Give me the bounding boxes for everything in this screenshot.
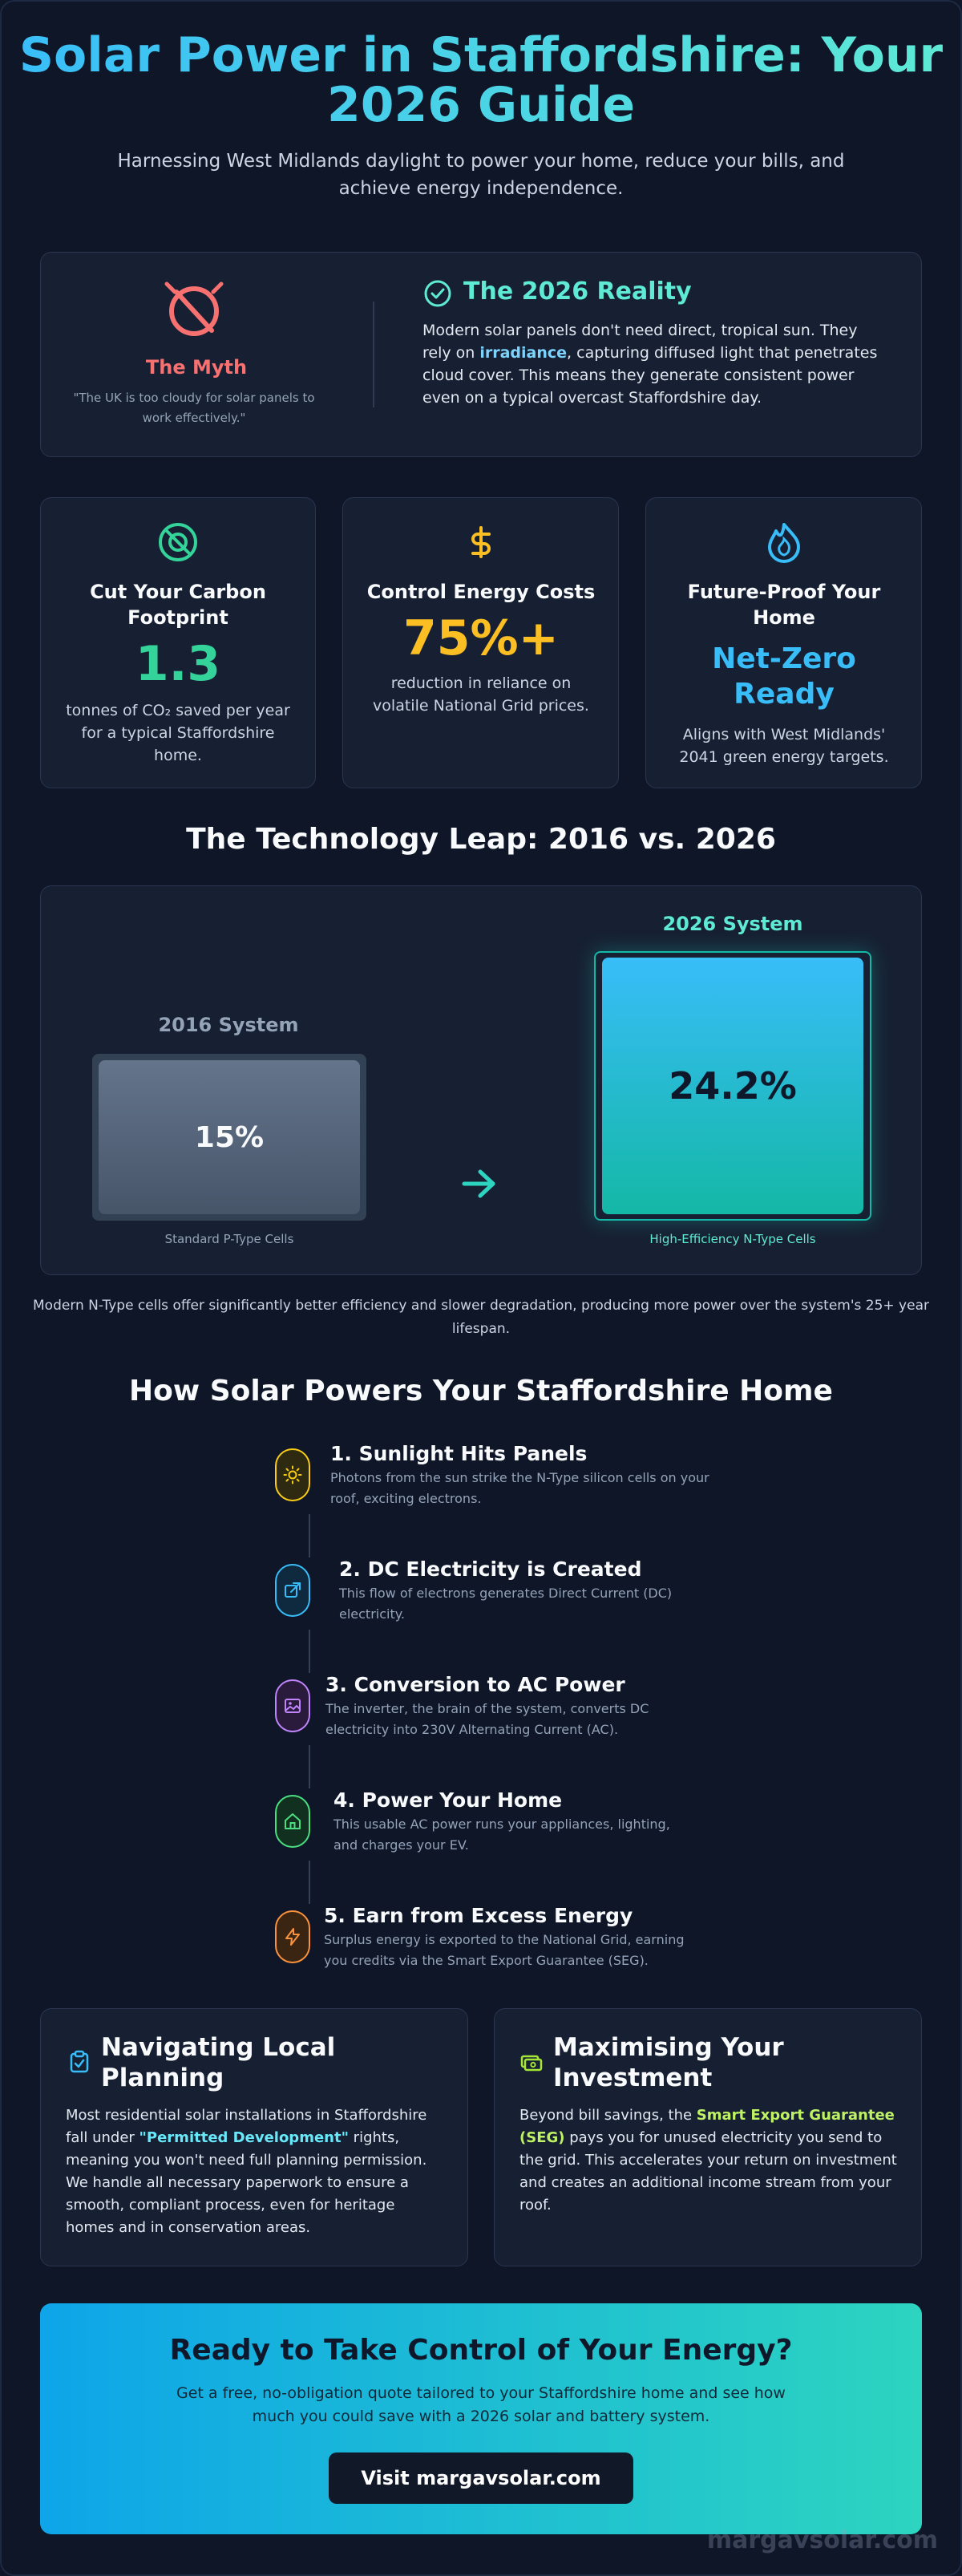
step-connector <box>309 1745 310 1788</box>
stat-value-future: Net-Zero Ready <box>712 642 856 711</box>
step-2-title: 2. DC Electricity is Created <box>339 1557 642 1581</box>
panel-2026: 24.2% <box>602 958 863 1214</box>
step-connector <box>309 1861 310 1904</box>
cloud-slash-icon <box>164 281 224 336</box>
page-title: Solar Power in Staffordshire: Your 2026 … <box>0 30 962 130</box>
check-circle-icon <box>424 280 451 307</box>
cell-2026-label: High-Efficiency N-Type Cells <box>649 1232 816 1246</box>
reality-text: Modern solar panels don't need direct, t… <box>422 322 878 407</box>
flame-icon <box>768 523 800 563</box>
leaf-icon <box>159 523 197 561</box>
step-4-title: 4. Power Your Home <box>333 1788 563 1812</box>
step-1-title: 1. Sunlight Hits Panels <box>330 1442 588 1465</box>
step-2-desc: This flow of electrons generates Direct … <box>339 1586 673 1622</box>
step-4-desc: This usable AC power runs your appliance… <box>333 1817 670 1853</box>
seg-highlight: Smart Export Guarantee (SEG) <box>519 2107 895 2146</box>
reality-title: The 2026 Reality <box>463 277 692 306</box>
stat-value-carbon: 1.3 <box>135 636 221 692</box>
system-2016-label: 2016 System <box>158 1014 299 1036</box>
planning-title: Navigating Local Planning <box>101 2033 336 2092</box>
cta-text: Get a free, no-obligation quote tailored… <box>176 2384 786 2425</box>
investment-card <box>494 2008 922 2266</box>
image-icon <box>285 1699 301 1713</box>
investment-title: Maximising Your Investment <box>553 2033 784 2092</box>
stat-card-carbon <box>40 497 316 788</box>
panel-2026-frame <box>594 951 871 1221</box>
stat-title-costs: Control Energy Costs <box>366 581 596 603</box>
myth-reality-card <box>40 252 922 457</box>
banknote-icon <box>520 2055 543 2072</box>
cell-2016-label: Standard P-Type Cells <box>164 1232 294 1246</box>
page-subtitle: Harnessing West Midlands daylight to pow… <box>117 151 845 199</box>
step-5-badge <box>275 1910 310 1963</box>
step-5-desc: Surplus energy is exported to the Nation… <box>324 1932 685 1968</box>
step-4-badge <box>275 1795 310 1848</box>
steps-title: How Solar Powers Your Staffordshire Home <box>129 1375 833 1407</box>
step-1-badge <box>275 1448 310 1501</box>
planning-text: Most residential solar installations in … <box>66 2107 427 2236</box>
cta-title: Ready to Take Control of Your Energy? <box>169 2334 793 2367</box>
stat-title-future: Future-Proof Your Home <box>687 581 881 629</box>
lightning-icon <box>285 1928 300 1946</box>
permitted-development-highlight: "Permitted Development" <box>139 2129 349 2146</box>
dollar-icon <box>471 526 491 558</box>
step-3-title: 3. Conversion to AC Power <box>325 1673 625 1696</box>
stat-desc-costs: reduction in reliance on volatile Nation… <box>373 674 589 715</box>
step-connector <box>309 1630 310 1673</box>
myth-quote: "The UK is too cloudy for solar panels t… <box>73 391 315 425</box>
step-5-title: 5. Earn from Excess Energy <box>324 1904 633 1927</box>
stat-desc-carbon: tonnes of CO₂ saved per year for a typic… <box>66 702 290 764</box>
home-icon <box>285 1813 301 1829</box>
planning-card <box>40 2008 468 2266</box>
investment-text: Beyond bill savings, the Smart Export Gu… <box>519 2107 897 2213</box>
step-3-badge <box>275 1679 310 1732</box>
arrow-right-icon <box>462 1169 495 1198</box>
card-divider <box>373 302 374 407</box>
stat-desc-future: Aligns with West Midlands' 2041 green en… <box>679 726 889 766</box>
sun-icon <box>283 1465 302 1484</box>
step-connector <box>309 1514 310 1557</box>
step-3-desc: The inverter, the brain of the system, c… <box>325 1701 649 1737</box>
watermark: margavsolar.com <box>706 2526 938 2554</box>
stat-title-carbon: Cut Your Carbon Footprint <box>90 581 266 629</box>
system-2026-label: 2026 System <box>662 913 803 935</box>
external-link-icon <box>285 1582 301 1598</box>
stat-value-costs: 75%+ <box>403 610 559 666</box>
step-1-desc: Photons from the sun strike the N-Type s… <box>330 1470 709 1506</box>
stat-card-future <box>645 497 922 788</box>
panel-2016: 15% <box>99 1060 360 1214</box>
step-2-badge <box>275 1564 310 1617</box>
irradiance-highlight: irradiance <box>479 344 568 362</box>
clipboard-check-icon <box>70 2050 89 2073</box>
comparison-title: The Technology Leap: 2016 vs. 2026 <box>186 823 776 856</box>
myth-title: The Myth <box>145 356 248 379</box>
visit-website-button[interactable]: Visit margavsolar.com <box>329 2452 633 2504</box>
comparison-note: Modern N-Type cells offer significantly … <box>33 1298 929 1337</box>
